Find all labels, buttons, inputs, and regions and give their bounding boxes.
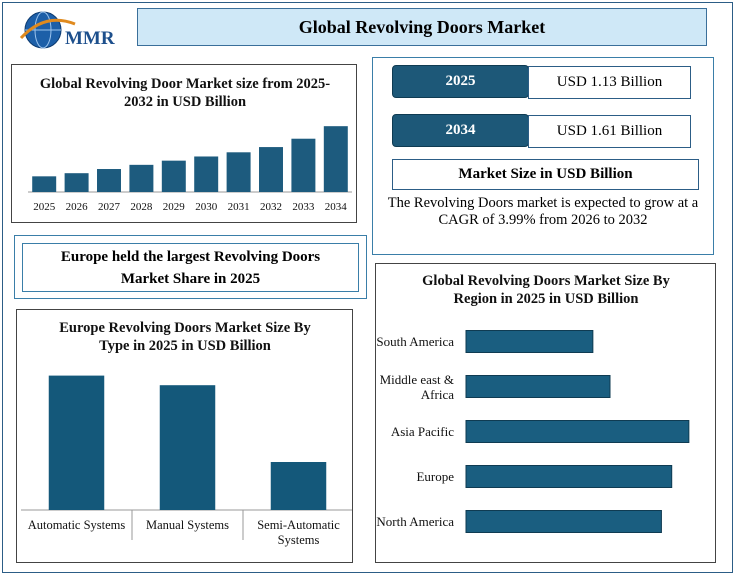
logo-text: MMR <box>65 28 115 49</box>
logo-globe <box>19 11 76 49</box>
bar <box>323 126 348 192</box>
chart-title: Global Revolving Door Market size from 2… <box>39 76 331 110</box>
chart <box>465 330 690 533</box>
logo: MMR <box>15 8 125 52</box>
bar <box>64 173 89 192</box>
x-tick-label: 2034 <box>324 201 347 213</box>
chart <box>21 375 352 540</box>
bar <box>161 160 186 192</box>
bar <box>465 375 611 398</box>
bar <box>465 465 673 488</box>
x-tick-label: 2027 <box>98 201 120 213</box>
bar <box>97 169 121 192</box>
highlight-text: Europe held the largest Revolving Doors … <box>22 243 359 292</box>
chart-title: Europe Revolving Doors Market Size By Ty… <box>59 320 311 354</box>
bar <box>32 176 57 192</box>
x-tick-label: 2033 <box>292 201 315 213</box>
highlight-outer: Europe held the largest Revolving Doors … <box>14 235 367 299</box>
y-tick-label: North America <box>376 514 454 529</box>
bar <box>291 138 316 192</box>
x-tick-label: 2031 <box>227 201 250 213</box>
x-tick-label: Manual Systems <box>146 518 229 532</box>
chart-panel: Global Revolving Doors Market Size By Re… <box>375 263 716 563</box>
bar <box>226 152 251 192</box>
stat-year: 2034 <box>392 114 529 147</box>
bar <box>465 510 662 533</box>
x-tick-label: Automatic Systems <box>27 518 126 532</box>
x-tick-label: 2032 <box>260 201 282 213</box>
chart-panel: Global Revolving Door Market size from 2… <box>11 64 357 223</box>
y-tick-label: Asia Pacific <box>390 424 454 439</box>
x-tick-label: 2028 <box>130 201 153 213</box>
y-tick-label: South America <box>376 334 454 349</box>
x-tick-label: 2025 <box>33 201 56 213</box>
page-title: Global Revolving Doors Market <box>137 8 707 46</box>
bar <box>159 385 216 510</box>
bar <box>194 156 219 192</box>
bar <box>48 375 105 510</box>
x-tick-label: 2030 <box>195 201 218 213</box>
bar <box>259 147 283 192</box>
bar <box>465 420 690 443</box>
bar <box>465 330 594 353</box>
stat-year: 2025 <box>392 65 529 98</box>
cagr-text: The Revolving Doors market is expected t… <box>387 195 699 228</box>
chart-title: Global Revolving Doors Market Size By Re… <box>422 273 670 307</box>
x-tick-label: 2026 <box>65 201 88 213</box>
stat-value: USD 1.13 Billion <box>528 66 691 99</box>
stat-value: USD 1.61 Billion <box>528 115 691 148</box>
y-tick-label: Europe <box>416 469 454 484</box>
bar <box>129 164 154 192</box>
stats-caption: Market Size in USD Billion <box>392 159 699 190</box>
stats-panel: 2025 USD 1.13 Billion 2034 USD 1.61 Bill… <box>372 57 714 255</box>
bar <box>270 462 327 510</box>
x-tick-label: 2029 <box>162 201 185 213</box>
y-tick-label: Middle east & Africa <box>379 371 454 402</box>
chart-panel: Europe Revolving Doors Market Size By Ty… <box>16 309 353 563</box>
chart <box>28 126 352 193</box>
x-tick-label: Semi-Automatic Systems <box>257 518 340 547</box>
